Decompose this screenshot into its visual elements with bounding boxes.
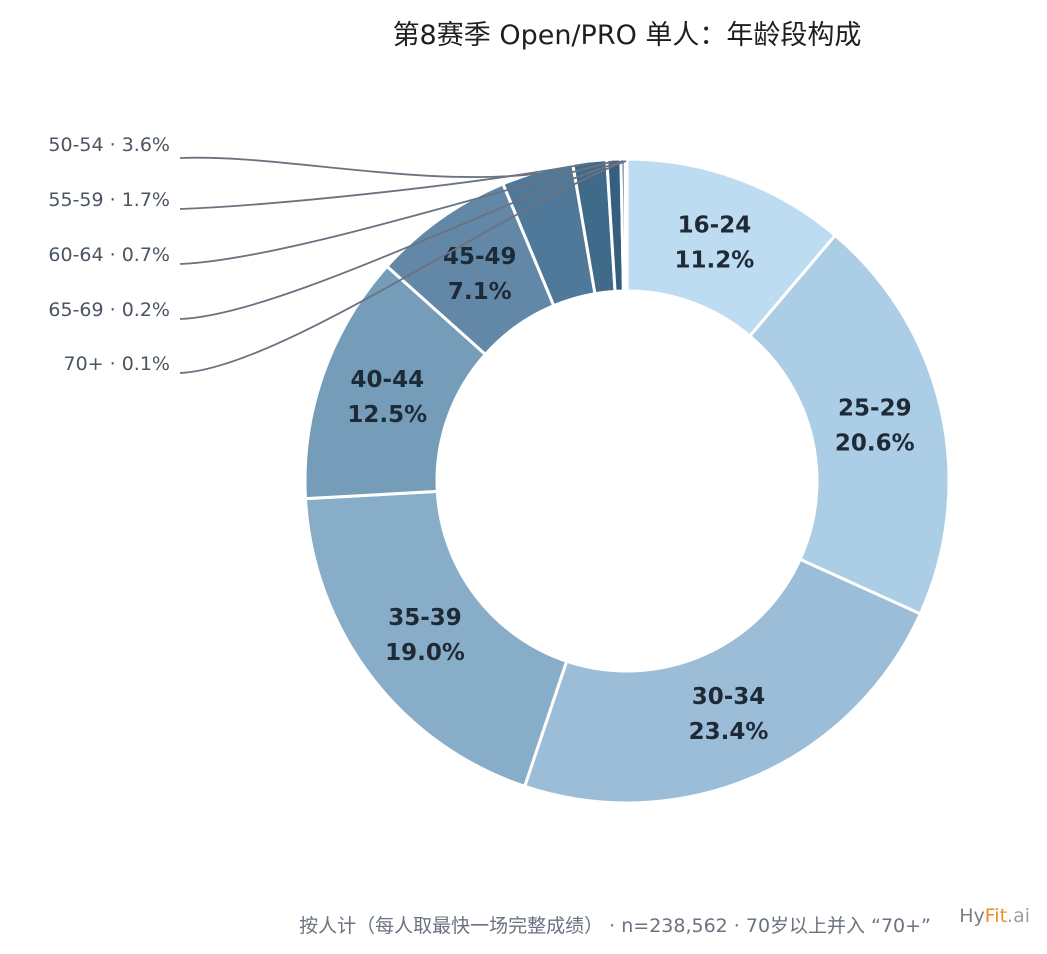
leader-line-50-54 <box>179 156 538 178</box>
inside-slice-labels: 16-24 11.2% 25-29 20.6% 30-34 23.4% 35-39 19.0%… <box>347 213 914 745</box>
brand-logo-text: HyFit.ai <box>959 905 1030 927</box>
slice-label-16-24: 16-24 11.2% <box>675 213 755 274</box>
donut-slice-35-39 <box>303 489 569 789</box>
outside-label-70+: 70+ · 0.1% <box>64 353 171 375</box>
outside-label-55-59: 55-59 · 1.7% <box>48 189 170 211</box>
slice-label-30-34: 30-34 23.4% <box>689 684 769 745</box>
leader-line-55-59 <box>179 162 591 210</box>
donut-slice-30-34 <box>522 557 923 805</box>
outside-slice-labels: 50-54 · 3.6% 55-59 · 1.7% 60-64 · 0.7% 65-6… <box>48 134 170 375</box>
leader-line-70+ <box>179 160 627 374</box>
outside-label-65-69: 65-69 · 0.2% <box>48 299 170 321</box>
outside-label-leaders <box>179 156 627 374</box>
donut-slice-25-29 <box>747 233 951 616</box>
leader-line-65-69 <box>179 160 624 320</box>
slice-label-25-29: 25-29 20.6% <box>835 395 915 456</box>
outside-label-60-64: 60-64 · 0.7% <box>48 244 170 266</box>
outside-label-50-54: 50-54 · 3.6% <box>48 134 170 156</box>
chart-title: 第8赛季 Open/PRO 单人：年龄段构成 <box>393 20 862 51</box>
slice-label-35-39: 35-39 19.0% <box>385 605 465 666</box>
donut-slice-70+ <box>623 157 629 293</box>
slice-label-40-44: 40-44 12.5% <box>347 367 427 428</box>
donut-slices <box>303 157 951 805</box>
chart-footnote: 按人计（每人取最快一场完整成绩） · n=238,562 · 70岁以上并入 “… <box>299 915 931 937</box>
leader-line-60-64 <box>179 160 615 265</box>
